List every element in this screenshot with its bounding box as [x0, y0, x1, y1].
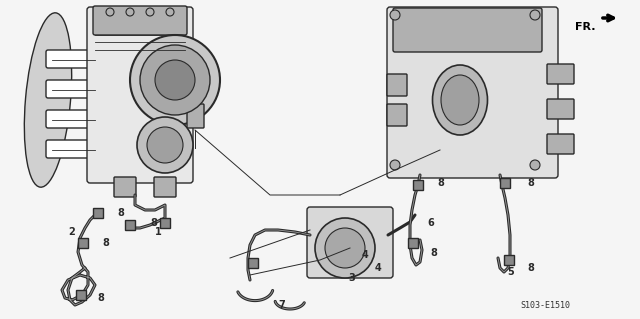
- FancyBboxPatch shape: [46, 140, 100, 158]
- Ellipse shape: [24, 13, 72, 187]
- Text: 2: 2: [68, 227, 75, 237]
- Bar: [248, 258, 258, 268]
- Bar: [125, 220, 135, 230]
- Bar: [93, 208, 103, 218]
- FancyBboxPatch shape: [154, 177, 176, 197]
- Circle shape: [147, 127, 183, 163]
- FancyBboxPatch shape: [114, 177, 136, 197]
- Circle shape: [390, 160, 400, 170]
- Ellipse shape: [433, 65, 488, 135]
- Bar: [408, 238, 418, 248]
- Bar: [76, 290, 86, 300]
- FancyBboxPatch shape: [387, 74, 407, 96]
- Circle shape: [140, 45, 210, 115]
- Circle shape: [530, 10, 540, 20]
- FancyBboxPatch shape: [307, 207, 393, 278]
- Circle shape: [315, 218, 375, 278]
- FancyBboxPatch shape: [187, 104, 204, 128]
- FancyBboxPatch shape: [46, 80, 100, 98]
- Bar: [413, 180, 423, 190]
- Text: S103-E1510: S103-E1510: [520, 301, 570, 310]
- Circle shape: [390, 10, 400, 20]
- Circle shape: [126, 8, 134, 16]
- Circle shape: [530, 160, 540, 170]
- Text: 4: 4: [362, 250, 369, 260]
- Text: 8: 8: [527, 178, 534, 188]
- FancyBboxPatch shape: [387, 7, 558, 178]
- FancyBboxPatch shape: [547, 99, 574, 119]
- Ellipse shape: [441, 75, 479, 125]
- Bar: [504, 255, 514, 265]
- FancyBboxPatch shape: [393, 8, 542, 52]
- Circle shape: [146, 8, 154, 16]
- Circle shape: [130, 35, 220, 125]
- Text: 8: 8: [527, 263, 534, 273]
- Bar: [78, 238, 88, 248]
- FancyBboxPatch shape: [46, 110, 100, 128]
- Text: 8: 8: [430, 248, 437, 258]
- FancyBboxPatch shape: [547, 64, 574, 84]
- Bar: [500, 178, 510, 188]
- Text: 7: 7: [278, 300, 285, 310]
- Text: 8: 8: [117, 208, 124, 218]
- Text: 8: 8: [97, 293, 104, 303]
- Circle shape: [137, 117, 193, 173]
- Text: 5: 5: [507, 267, 514, 277]
- FancyBboxPatch shape: [387, 104, 407, 126]
- Circle shape: [106, 8, 114, 16]
- FancyBboxPatch shape: [547, 134, 574, 154]
- Text: 8: 8: [437, 178, 444, 188]
- Circle shape: [155, 60, 195, 100]
- Bar: [160, 218, 170, 228]
- FancyBboxPatch shape: [87, 7, 193, 183]
- Text: 6: 6: [427, 218, 434, 228]
- FancyBboxPatch shape: [93, 6, 187, 35]
- Text: 8: 8: [150, 218, 157, 228]
- Text: FR.: FR.: [575, 22, 596, 32]
- Text: 4: 4: [375, 263, 381, 273]
- Circle shape: [325, 228, 365, 268]
- Text: 1: 1: [155, 227, 162, 237]
- Circle shape: [166, 8, 174, 16]
- Text: 8: 8: [102, 238, 109, 248]
- Text: 3: 3: [348, 273, 355, 283]
- FancyBboxPatch shape: [46, 50, 100, 68]
